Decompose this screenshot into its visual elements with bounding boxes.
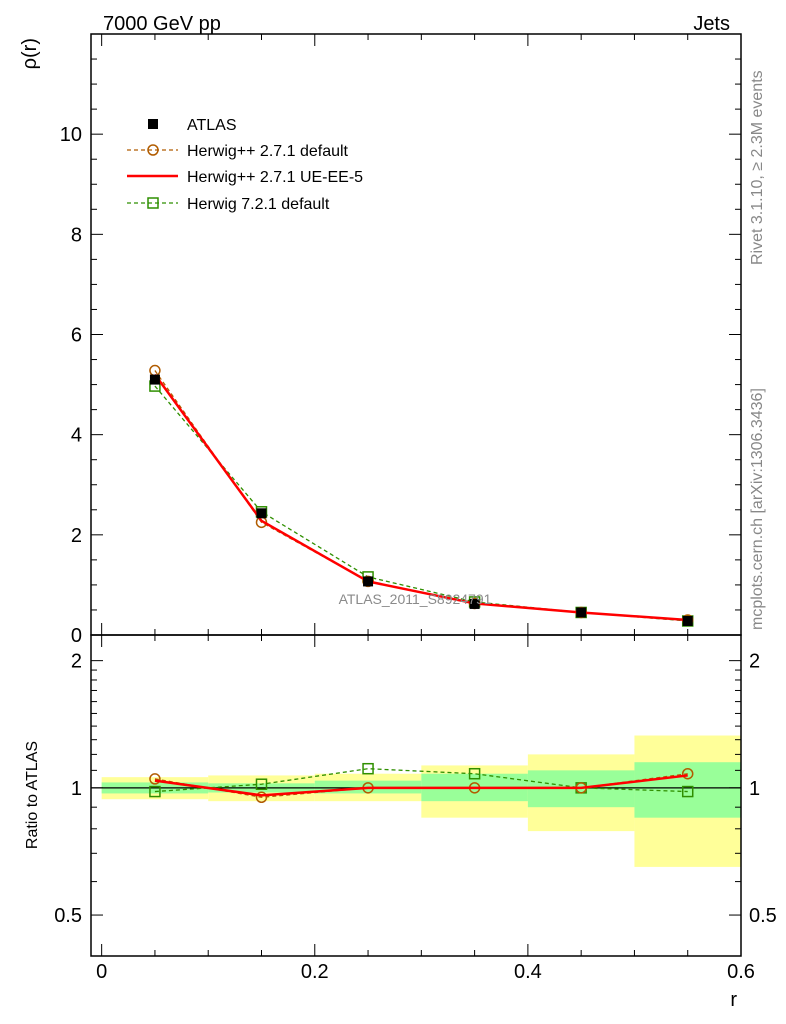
series-line-2 xyxy=(153,373,688,622)
ratio-y-tick-label: 2 xyxy=(71,651,82,673)
y-tick-label: 2 xyxy=(71,525,82,547)
mcplots-label: mcplots.cern.ch [arXiv:1306.3436] xyxy=(749,388,766,630)
ratio-point-0-1 xyxy=(255,791,268,804)
legend: ATLAS Herwig++ 2.7.1 default Herwig++ 2.7.… xyxy=(127,117,363,213)
x-tick-label: 0.2 xyxy=(301,961,329,983)
ratio-frame xyxy=(90,634,742,957)
legend-marker-0 xyxy=(148,119,158,129)
data-point-0-1 xyxy=(256,508,267,519)
ratio-point-2-2 xyxy=(362,762,374,775)
header-left: 7000 GeV pp xyxy=(103,13,221,35)
data-point-0-4 xyxy=(576,607,587,618)
ratio-y-tick-label: 0.5 xyxy=(54,905,82,927)
ratio-series-line-1 xyxy=(154,774,688,797)
ratio-point-2-1 xyxy=(255,778,268,790)
y-tick-label: 6 xyxy=(71,325,82,347)
x-tick-label: 0 xyxy=(96,961,107,983)
data-point-0-3 xyxy=(469,598,480,609)
ratio-point-2-5 xyxy=(681,785,694,798)
x-tick-label: 0.6 xyxy=(727,961,755,983)
y-tick-label: 4 xyxy=(71,425,82,447)
x-tick-label: 0.4 xyxy=(514,961,542,983)
x-axis-label: r xyxy=(730,989,737,1011)
main-panel: ATLAS_2011_S8924791 0 2 4 6 8 10 ρ(r) ATLAS He… xyxy=(19,33,742,647)
legend-label-3: Herwig 7.2.1 default xyxy=(187,196,330,213)
ratio-y-tick-label-right: 0.5 xyxy=(749,905,777,927)
header-right: Jets xyxy=(693,13,730,35)
ratio-point-2-3 xyxy=(468,767,481,780)
ratio-y-tick-label-right: 2 xyxy=(749,651,760,673)
data-point-0-0 xyxy=(149,374,160,385)
watermark: ATLAS_2011_S8924791 xyxy=(339,591,492,607)
data-point-0-2 xyxy=(363,576,374,587)
legend-marker-3 xyxy=(147,197,159,209)
ratio-series-line-2 xyxy=(154,768,688,793)
data-point-0-5 xyxy=(682,615,693,626)
ratio-point-0-5 xyxy=(681,767,694,780)
legend-label-1: Herwig++ 2.7.1 default xyxy=(187,143,349,160)
ratio-y-tick-label: 1 xyxy=(71,778,82,800)
legend-label-2: Herwig++ 2.7.1 UE-EE-5 xyxy=(187,169,363,186)
y-tick-label: 0 xyxy=(71,625,82,647)
legend-label-0: ATLAS xyxy=(187,117,237,134)
y-tick-label: 8 xyxy=(71,224,82,246)
ratio-ylabel: Ratio to ATLAS xyxy=(24,741,41,849)
rivet-label: Rivet 3.1.10, ≥ 2.3M events xyxy=(749,70,766,265)
ratio-panel: 0.5 0.5 1 1 2 2 0 0.2 0.4 0.6 Ratio to ATLAS r xyxy=(24,634,777,1011)
ratio-point-0-0 xyxy=(149,773,161,785)
y-tick-label: 10 xyxy=(60,124,82,146)
series-line-3 xyxy=(154,385,688,622)
ratio-y-tick-label-right: 1 xyxy=(749,778,760,800)
series-line-1 xyxy=(154,370,688,621)
legend-marker-1 xyxy=(147,144,159,156)
main-ylabel: ρ(r) xyxy=(19,38,41,69)
ratio-point-2-0 xyxy=(149,785,161,798)
